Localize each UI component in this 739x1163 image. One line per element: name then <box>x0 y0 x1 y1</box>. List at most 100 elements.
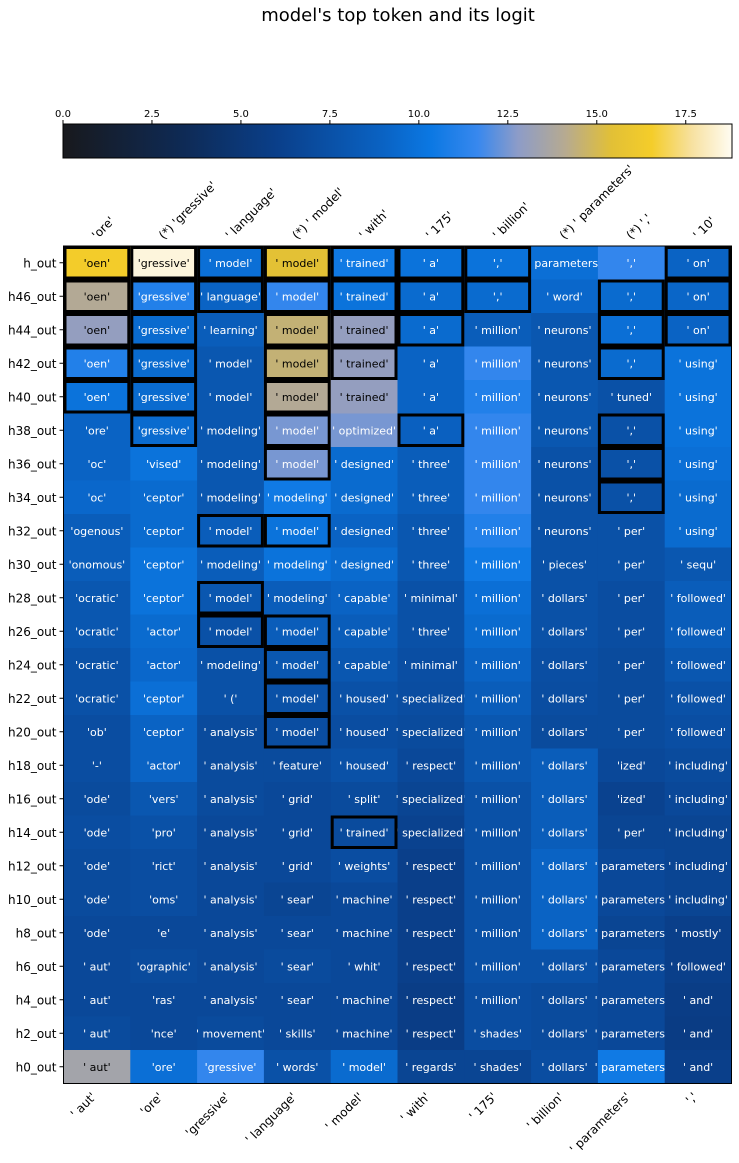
cell-token-label: ' neurons' <box>538 525 592 538</box>
cell-token-label: ' neurons' <box>538 458 592 471</box>
cell-token-label: ' a' <box>423 290 439 303</box>
heatmap-cell <box>531 313 599 347</box>
cell-token-label: ' trained' <box>340 324 389 337</box>
correct-token-highlight <box>130 279 198 313</box>
heatmap-cell <box>531 413 599 448</box>
heatmap-cell <box>597 849 666 883</box>
heatmap-cell <box>130 648 198 682</box>
heatmap-cell <box>397 246 465 280</box>
heatmap-cell <box>330 246 398 280</box>
cell-token-label: ' pieces' <box>542 558 587 571</box>
cell-token-label: ' million' <box>475 692 521 705</box>
cell-token-label: 'oen' <box>84 257 111 270</box>
cell-token-label: ',' <box>627 257 637 270</box>
cell-token-label: ' parameters' <box>528 257 601 270</box>
heatmap-cell <box>664 882 732 917</box>
heatmap-cell <box>531 581 599 615</box>
cell-token-label: ' million' <box>475 525 521 538</box>
heatmap-cell <box>197 1016 265 1051</box>
heatmap-cell <box>330 514 398 548</box>
cell-token-label: ' aut' <box>83 960 111 973</box>
cell-token-label: ' per' <box>617 592 645 605</box>
heatmap-cell <box>664 413 732 448</box>
cell-token-label: 'ob' <box>87 726 107 739</box>
cell-token-label: ' housed' <box>339 726 389 739</box>
heatmap-cell <box>330 581 398 615</box>
cell-token-label: ' respect' <box>406 960 456 973</box>
heatmap-cell <box>197 748 265 783</box>
heatmap-cell <box>597 514 666 548</box>
heatmap-cell <box>263 480 332 515</box>
heatmap-cell <box>63 849 131 883</box>
cell-token-label: 'gressive' <box>138 324 190 337</box>
row-label: h36_out <box>8 457 57 471</box>
cell-token-label: ' designed' <box>334 558 394 571</box>
cell-token-label: ',' <box>627 491 637 504</box>
heatmap-cell <box>63 614 131 649</box>
correct-token-highlight <box>263 447 331 481</box>
heatmap-cell <box>63 514 131 548</box>
cell-token-label: 'actor' <box>146 625 180 638</box>
bottom-axis-labels: ' aut' 'ore' 'gressive' ' language' ' model'… <box>68 1090 700 1156</box>
row-label: h16_out <box>8 792 57 806</box>
cell-token-label: ' per' <box>617 826 645 839</box>
row-label: h14_out <box>8 826 57 840</box>
heatmap-cell <box>464 916 532 950</box>
column-label-bottom: 'gressive' <box>183 1090 233 1140</box>
heatmap-cell <box>597 480 666 515</box>
heatmap-cell <box>531 648 599 682</box>
heatmap-cell <box>63 782 131 816</box>
cell-token-label: ' a' <box>423 357 439 370</box>
cell-token-label: ' model' <box>209 257 253 270</box>
column-label-top: ' 10' <box>690 214 718 242</box>
heatmap-cell <box>397 782 465 816</box>
correct-token-highlight <box>664 279 732 313</box>
correct-token-highlight <box>197 581 264 615</box>
heatmap-cell <box>531 849 599 883</box>
correct-token-highlight <box>330 313 398 347</box>
cell-token-label: ' weights' <box>338 860 390 873</box>
row-labels: h_out h46_out h44_out h42_out h40_out h38_out… <box>8 256 64 1074</box>
colorbar-tick-label: 15.0 <box>586 109 608 120</box>
heatmap-cell <box>531 949 599 984</box>
cell-token-label: ' model' <box>209 357 253 370</box>
cell-token-label: 'ocratic' <box>75 659 119 672</box>
cell-token-label: ' machine' <box>336 994 393 1007</box>
heatmap-cell <box>197 380 265 414</box>
cell-token-label: 'ocratic' <box>75 692 119 705</box>
heatmap-cell <box>263 782 332 816</box>
heatmap-cell <box>130 681 198 716</box>
heatmap-cell <box>597 447 666 481</box>
cell-token-label: ' million' <box>475 391 521 404</box>
heatmap-cell <box>197 279 265 314</box>
cell-token-label: ' on' <box>686 290 709 303</box>
heatmap-cell <box>130 346 198 381</box>
heatmap-cell <box>464 246 532 280</box>
heatmap-cell <box>63 246 131 280</box>
cell-token-label: 'oen' <box>84 357 111 370</box>
cell-token-label: ' feature' <box>273 759 322 772</box>
heatmap-cell <box>330 447 398 481</box>
heatmap-cell <box>664 447 732 481</box>
cell-token-label: ' respect' <box>406 893 456 906</box>
heatmap-cell <box>63 313 131 347</box>
cell-token-label: ' respect' <box>406 759 456 772</box>
cell-token-label: ' learning' <box>203 324 257 337</box>
column-label-bottom: 'ore' <box>138 1090 166 1118</box>
heatmap-cell <box>63 916 131 950</box>
cell-token-label: 'onomous' <box>69 558 126 571</box>
heatmap-cell <box>664 1016 732 1051</box>
row-label: h32_out <box>8 524 57 538</box>
cell-token-label: ' model' <box>275 324 319 337</box>
cell-token-label: ' model' <box>209 525 253 538</box>
cell-token-label: ' on' <box>686 324 709 337</box>
cell-token-label: ' dollars' <box>541 592 587 605</box>
correct-token-highlight <box>63 279 131 313</box>
heatmap-cell <box>397 715 465 749</box>
cell-token-label: ' and' <box>683 1027 713 1040</box>
heatmap-cell <box>464 748 532 783</box>
cell-token-label: ' per' <box>617 558 645 571</box>
heatmap-cell <box>531 380 599 414</box>
cell-token-label: ' million' <box>475 826 521 839</box>
heatmap-cell <box>263 547 332 582</box>
